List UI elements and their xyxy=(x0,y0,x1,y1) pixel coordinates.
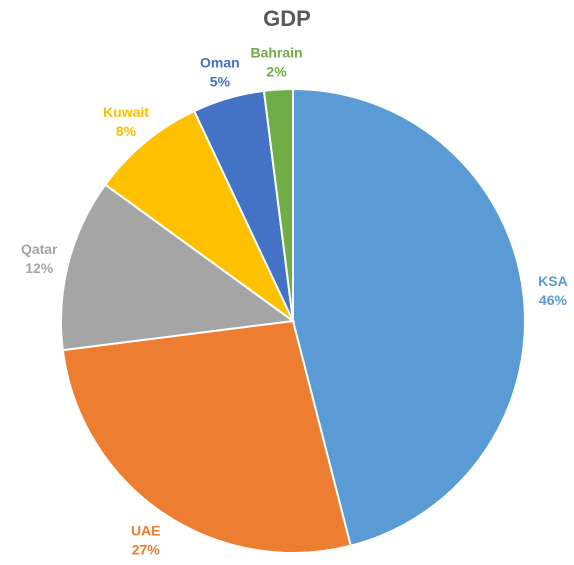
slice-category-label: UAE xyxy=(131,523,161,539)
slice-label-bahrain: Bahrain 2% xyxy=(250,45,302,80)
slice-label-oman: Oman 5% xyxy=(200,54,240,89)
slice-label-uae: UAE 27% xyxy=(131,523,161,558)
pie-slice-ksa xyxy=(292,87,526,547)
pie-slice-bahrain xyxy=(262,87,294,322)
slice-value-label: 27% xyxy=(132,542,161,558)
slice-label-ksa: KSA 46% xyxy=(538,273,568,308)
slice-value-label: 12% xyxy=(25,260,54,276)
slice-category-label: Bahrain xyxy=(250,45,302,61)
slice-value-label: 46% xyxy=(539,292,568,308)
slice-value-label: 8% xyxy=(116,123,137,139)
chart-title: GDP xyxy=(263,6,311,31)
slice-value-label: 5% xyxy=(210,73,231,89)
slice-category-label: Qatar xyxy=(21,241,58,257)
slice-label-qatar: Qatar 12% xyxy=(21,241,58,276)
slice-value-label: 2% xyxy=(266,64,287,80)
slice-label-kuwait: Kuwait 8% xyxy=(103,104,149,139)
pie-slice-uae xyxy=(61,319,352,554)
slice-category-label: Oman xyxy=(200,54,240,70)
pie-slice-qatar xyxy=(60,183,296,352)
slice-category-label: Kuwait xyxy=(103,104,149,120)
pie-slice-kuwait xyxy=(103,109,294,322)
slice-category-label: KSA xyxy=(538,273,568,289)
